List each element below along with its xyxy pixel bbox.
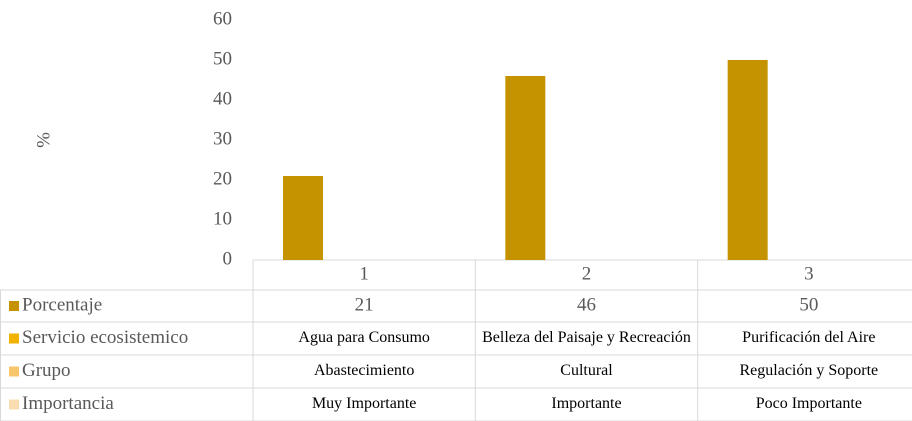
legend-label: Importancia: [22, 393, 114, 414]
table-cell: Purificación del Aire: [742, 329, 875, 346]
x-tick-label: 3: [804, 263, 814, 284]
y-tick-label: 30: [213, 128, 232, 149]
table-cell: Abastecimiento: [314, 362, 414, 379]
bar: [283, 176, 323, 260]
table-cell: Muy Importante: [312, 395, 416, 412]
table-value: 21: [355, 294, 374, 315]
table-cell: Regulación y Soporte: [740, 362, 879, 379]
table-cell: Poco Importante: [756, 395, 862, 412]
legend-swatch: [9, 399, 19, 410]
bar: [505, 76, 546, 260]
bar: [727, 60, 768, 260]
table-cell: Agua para Consumo: [298, 329, 430, 346]
y-tick-label: 0: [223, 248, 233, 269]
y-axis-label: %: [33, 132, 54, 148]
legend-label: Porcentaje: [22, 294, 102, 315]
y-tick-label: 50: [213, 48, 232, 69]
legend-label: Servicio ecosistemico: [22, 327, 188, 348]
legend-swatch: [9, 366, 19, 377]
x-tick-label: 1: [359, 263, 369, 284]
y-tick-label: 40: [213, 88, 232, 109]
x-tick-label: 2: [582, 263, 592, 284]
table-cell: Importante: [551, 395, 621, 412]
y-tick-label: 60: [213, 8, 232, 29]
legend-swatch: [9, 333, 19, 344]
table-value: 50: [799, 294, 818, 315]
legend-label: Grupo: [22, 360, 71, 381]
y-tick-label: 20: [213, 168, 232, 189]
legend-swatch: [9, 301, 19, 311]
table-cell: Belleza del Paisaje y Recreación: [482, 329, 691, 346]
y-tick-label: 10: [213, 208, 232, 229]
table-cell: Cultural: [560, 362, 613, 379]
table-value: 46: [577, 294, 596, 315]
